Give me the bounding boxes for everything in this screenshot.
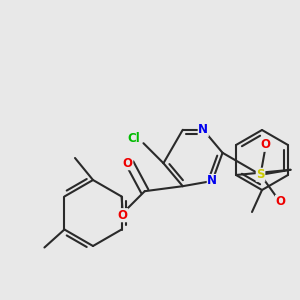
- Text: O: O: [260, 138, 271, 151]
- Text: N: N: [198, 123, 208, 136]
- Text: Cl: Cl: [127, 132, 140, 145]
- Text: S: S: [256, 168, 265, 181]
- Text: O: O: [123, 157, 133, 170]
- Text: O: O: [118, 209, 128, 222]
- Text: O: O: [275, 195, 286, 208]
- Text: N: N: [207, 175, 217, 188]
